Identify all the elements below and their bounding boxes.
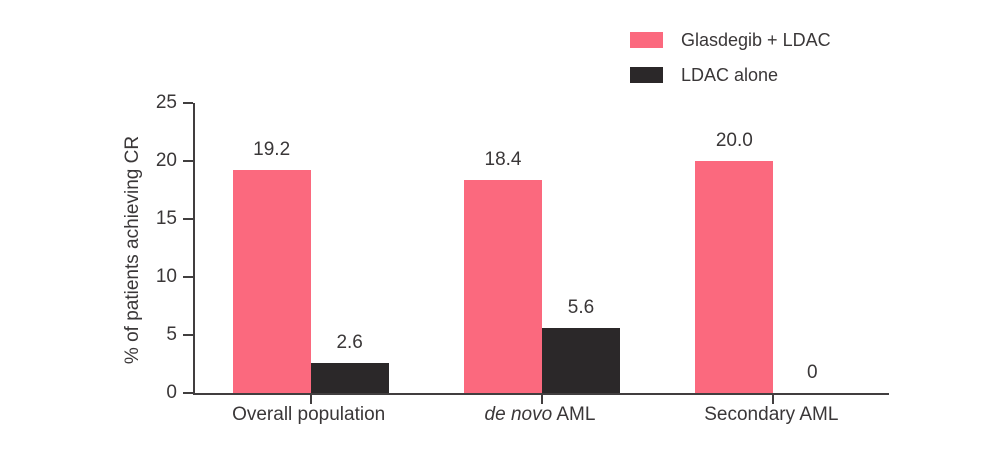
legend-item-glasdegib-ldac: Glasdegib + LDAC	[630, 30, 831, 50]
y-tick-mark	[183, 334, 193, 336]
category-label-segment: AML	[552, 404, 596, 425]
bar-ldac-alone	[542, 328, 620, 393]
y-tick-mark	[183, 392, 193, 394]
plot-area: 0 5 10 15 20 25 19.2 2.6 18.4 5.6 20.0 0	[156, 92, 889, 404]
bar-value-label: 20.0	[715, 130, 753, 151]
legend-swatch-glasdegib-ldac	[630, 32, 663, 48]
x-tick-mark	[772, 395, 775, 404]
bar-glasdegib-ldac	[695, 161, 774, 393]
y-tick-label: 0	[166, 382, 177, 403]
y-tick-label: 5	[166, 324, 177, 345]
y-tick-label: 20	[155, 150, 177, 171]
y-tick-mark	[183, 218, 193, 220]
bar-value-label: 2.6	[336, 331, 363, 353]
legend: Glasdegib + LDAC LDAC alone	[630, 30, 831, 100]
y-tick-label: 10	[155, 266, 177, 287]
x-category-label: de novo AML	[390, 403, 690, 427]
bar-ldac-alone	[310, 362, 389, 393]
bar-value-label: 19.2	[253, 139, 291, 161]
x-tick-mark	[541, 395, 543, 404]
x-category-label: Overall population	[159, 403, 459, 427]
y-tick-mark	[183, 276, 193, 278]
legend-label-ldac-alone: LDAC alone	[681, 64, 779, 85]
y-tick-label: 15	[155, 208, 177, 229]
bar-glasdegib-ldac	[464, 179, 542, 393]
category-label-segment: Secondary AML	[704, 404, 839, 425]
bar-value-label: 18.4	[484, 148, 522, 170]
bar-value-label: 0	[807, 362, 818, 383]
bar-glasdegib-ldac	[232, 170, 311, 393]
legend-label-glasdegib-ldac: Glasdegib + LDAC	[681, 29, 831, 50]
y-tick-mark	[183, 102, 193, 104]
legend-item-ldac-alone: LDAC alone	[630, 65, 831, 85]
x-tick-mark	[309, 395, 312, 404]
category-label-italic-segment: de novo	[484, 404, 553, 425]
y-tick-label: 25	[155, 92, 177, 113]
legend-swatch-ldac-alone	[630, 67, 663, 83]
bar-value-label: 5.6	[567, 297, 595, 319]
category-label-segment: Overall population	[232, 404, 386, 425]
x-category-label: Secondary AML	[621, 403, 921, 427]
y-tick-mark	[183, 160, 193, 162]
